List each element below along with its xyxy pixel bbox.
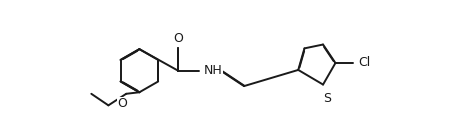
- Text: O: O: [173, 32, 183, 45]
- Text: NH: NH: [203, 64, 222, 77]
- Text: S: S: [322, 92, 330, 105]
- Text: Cl: Cl: [358, 57, 370, 69]
- Text: O: O: [117, 97, 127, 110]
